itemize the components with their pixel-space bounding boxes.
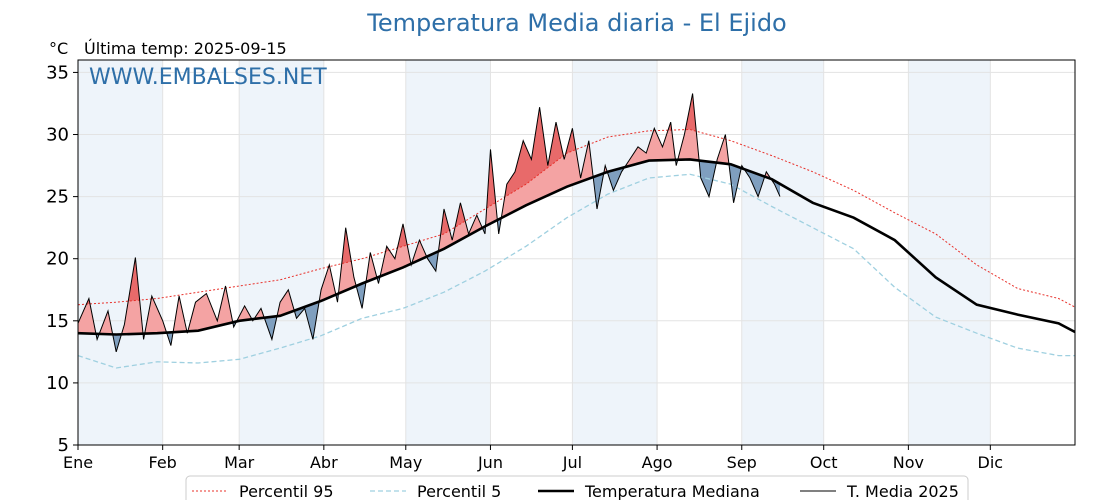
legend-label: Temperatura Mediana [584, 482, 760, 500]
month-band-Jul [572, 60, 658, 445]
y-tick-label: 35 [46, 62, 69, 83]
y-axis-ticks: 5 10 15 20 25 30 35 [46, 62, 78, 456]
month-band-Mar [239, 60, 324, 445]
month-label-Nov: Nov [893, 453, 924, 472]
month-label-Jul: Jul [562, 453, 582, 472]
month-label-Ago: Ago [642, 453, 673, 472]
x-axis-ticks: Ene Feb Mar Abr May Jun Jul Ago Sep Oct Nov Dic [63, 445, 1003, 472]
month-band-Sep [741, 60, 824, 445]
month-label-May: May [389, 453, 422, 472]
last-temp-label: Última temp: 2025-09-15 [84, 39, 287, 58]
percentil-95-line [77, 128, 1076, 308]
y-axis-unit: °C [49, 39, 68, 58]
watermark: WWW.EMBALSES.NET [89, 65, 327, 90]
month-label-Oct: Oct [810, 453, 838, 472]
month-label-Dic: Dic [978, 453, 1004, 472]
legend-label: T. Media 2025 [846, 482, 959, 500]
y-tick-label: 20 [46, 249, 69, 270]
y-tick-label: 5 [58, 435, 69, 456]
month-band-Ene [78, 60, 163, 445]
month-band-Nov [908, 60, 991, 445]
month-label-Mar: Mar [224, 453, 255, 472]
legend-label: Percentil 5 [417, 482, 501, 500]
legend-box [185, 475, 969, 500]
media-2025-line [77, 93, 781, 353]
y-tick-label: 30 [46, 125, 69, 146]
month-bands [78, 60, 991, 445]
legend-label: Percentil 95 [239, 482, 334, 500]
series-lines [77, 93, 1076, 369]
chart-title: Temperatura Media diaria - El Ejido [366, 9, 786, 37]
month-label-Ene: Ene [63, 453, 93, 472]
mediana-line [77, 158, 1076, 336]
percentil-5-line [77, 173, 1075, 369]
month-label-Abr: Abr [310, 453, 338, 472]
y-tick-label: 10 [46, 373, 69, 394]
month-label-Jun: Jun [477, 453, 503, 472]
legend: Percentil 95 Percentil 5 Temperatura Media… [185, 475, 969, 500]
month-label-Sep: Sep [727, 453, 757, 472]
month-label-Feb: Feb [149, 453, 177, 472]
y-tick-label: 15 [46, 311, 69, 332]
y-tick-label: 25 [46, 187, 69, 208]
plot-frame [77, 59, 1076, 446]
